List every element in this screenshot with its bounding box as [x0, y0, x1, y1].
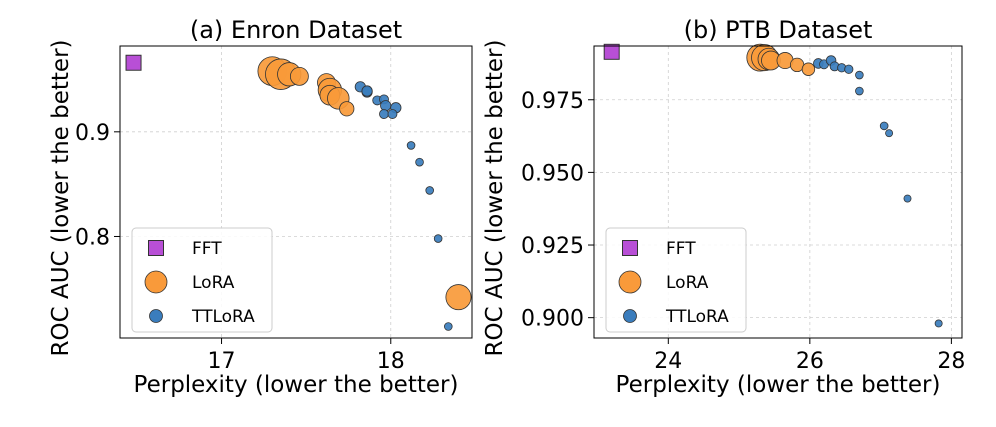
data-point-ttlora [879, 121, 889, 131]
data-point-ttlora [885, 129, 894, 138]
series-lora [746, 43, 816, 76]
data-point-lora [801, 62, 816, 76]
data-point-ttlora [855, 86, 864, 96]
x-tick-label: 28 [937, 349, 965, 374]
data-point-ttlora [444, 322, 453, 331]
data-point-ttlora [425, 186, 434, 195]
data-point-ttlora [415, 157, 424, 167]
y-tick-label: 0.950 [521, 161, 584, 186]
legend-marker-ttlora [149, 309, 163, 323]
plot-frame [119, 45, 473, 339]
y-tick-label: 0.925 [521, 234, 584, 259]
legend-label-ttlora: TTLoRA [665, 307, 729, 327]
legend-label-lora: LoRA [666, 273, 709, 293]
legend: FFT LoRA TTLoRA [605, 227, 747, 333]
data-point-ttlora [903, 194, 912, 203]
chart-title: (a) Enron Dataset [190, 16, 402, 44]
data-point-lora [445, 284, 472, 311]
y-tick-label: 0.9 [75, 121, 110, 146]
data-point-fft [603, 43, 620, 60]
x-tick-label: 24 [654, 349, 682, 374]
legend-label-lora: LoRA [192, 273, 235, 293]
data-point-ttlora [844, 64, 854, 74]
legend-marker-fft [622, 240, 638, 256]
legend-frame [605, 227, 747, 333]
chart-title: (b) PTB Dataset [684, 16, 873, 44]
x-tick-label: 18 [377, 349, 405, 374]
series-fft [603, 43, 620, 60]
y-tick-label: 0.900 [521, 307, 584, 332]
legend-label-fft: FFT [192, 239, 222, 259]
legend-marker-lora [618, 270, 642, 294]
legend-marker-lora [144, 270, 168, 294]
y-axis-label: ROC AUC (lower the better) [482, 40, 508, 357]
x-axis-label: Perplexity (lower the better) [134, 372, 459, 398]
series-ttlora [813, 55, 943, 328]
data-point-ttlora [387, 109, 398, 119]
chart-panel-2: 24 26 28 0.900 0.925 0.950 0.975 (b) PTB Datase… [482, 16, 965, 398]
series-ttlora [354, 81, 453, 331]
chart-panel-1: 17 18 0.8 0.9 (a) Enron Dataset Perplexity (l… [48, 16, 473, 398]
data-point-fft [125, 54, 142, 71]
legend-label-fft: FFT [666, 239, 696, 259]
data-point-ttlora [379, 109, 389, 119]
data-point-ttlora [433, 234, 443, 243]
x-tick-label: 17 [208, 349, 236, 374]
legend-marker-fft [148, 240, 164, 256]
grid [120, 46, 472, 338]
x-axis-label: Perplexity (lower the better) [616, 372, 941, 398]
legend-frame [131, 227, 273, 333]
y-tick-label: 0.975 [521, 89, 584, 114]
data-point-lora [339, 101, 355, 117]
data-point-ttlora [406, 141, 416, 150]
series-fft [125, 54, 142, 71]
data-point-ttlora [380, 100, 392, 112]
x-tick-label: 26 [796, 349, 824, 374]
data-point-ttlora [934, 319, 943, 328]
legend-label-ttlora: TTLoRA [191, 307, 255, 327]
legend-marker-ttlora [623, 309, 637, 323]
y-tick-label: 0.8 [75, 225, 110, 250]
plot-frame [593, 45, 963, 339]
data-point-lora [289, 66, 309, 86]
data-point-ttlora [361, 85, 373, 97]
series-lora [257, 56, 472, 311]
y-axis-label: ROC AUC (lower the better) [48, 40, 74, 357]
legend: FFT LoRA TTLoRA [131, 227, 273, 333]
data-point-ttlora [855, 70, 864, 80]
